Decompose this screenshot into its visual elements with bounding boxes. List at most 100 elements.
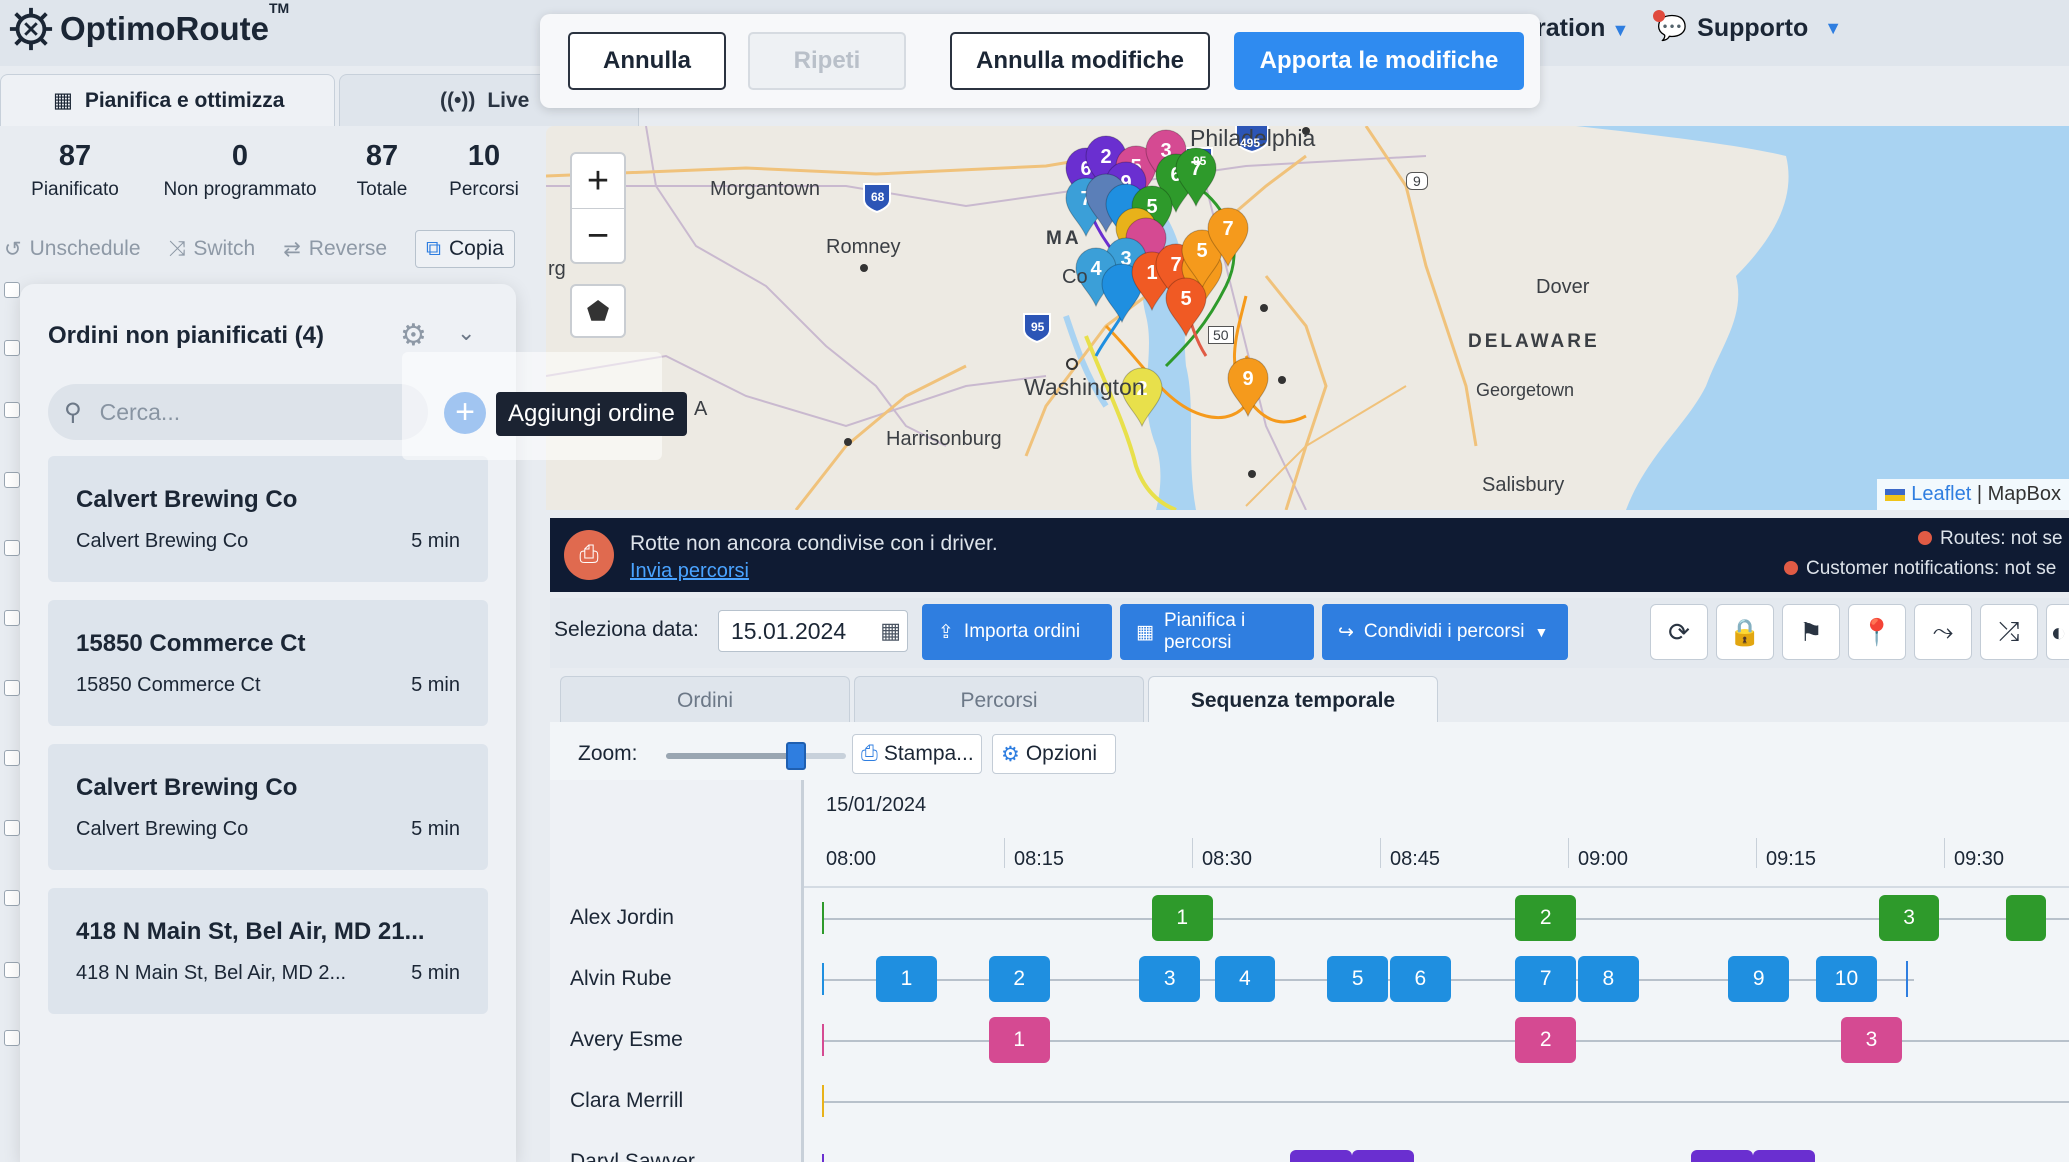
timeline-stop[interactable]: 1 (988, 1017, 1050, 1063)
location-button[interactable]: 📍 (1848, 604, 1906, 660)
route-checkbox[interactable] (4, 540, 20, 556)
route-checkbox[interactable] (4, 1030, 20, 1046)
order-card[interactable]: Calvert Brewing Co Calvert Brewing Co 5 … (48, 744, 488, 870)
timeline-stop[interactable]: 1 (1151, 895, 1213, 941)
timeline-stop[interactable]: 8 (1578, 956, 1639, 1002)
leaflet-link[interactable]: Leaflet (1911, 483, 1972, 505)
map-stop-marker[interactable]: 2 (1121, 367, 1163, 428)
app-logo[interactable]: OptimoRouteTM (8, 0, 289, 52)
split-route-button[interactable]: ⤮ (1980, 604, 2038, 660)
route-checkbox[interactable] (4, 890, 20, 906)
order-card[interactable]: 15850 Commerce Ct 15850 Commerce Ct 5 mi… (48, 600, 488, 726)
route-checkbox[interactable] (4, 680, 20, 696)
menu-administration[interactable]: ration ▼ (1536, 14, 1630, 42)
driver-name[interactable]: Clara Merrill (570, 1089, 684, 1112)
lock-button[interactable]: 🔒 (1716, 604, 1774, 660)
zoom-slider-track[interactable] (666, 753, 846, 759)
tab-plan-optimize[interactable]: ▦ Pianifica e ottimizza (0, 74, 335, 126)
driver-name[interactable]: Avery Esme (570, 1028, 683, 1051)
route-map[interactable]: 6253967753417457529 Philadelphia Morgant… (546, 126, 2069, 510)
discard-changes-button[interactable]: Annulla modifiche (950, 32, 1210, 90)
timeline-stop[interactable]: 4 (1214, 956, 1276, 1002)
redo-button[interactable]: Ripeti (748, 32, 906, 90)
map-stop-marker[interactable]: 7 (1175, 147, 1217, 208)
tab-routes[interactable]: Percorsi (854, 676, 1144, 724)
switch-button[interactable]: ⤨ Switch (168, 237, 256, 260)
order-card[interactable]: 418 N Main St, Bel Air, MD 21... 418 N M… (48, 888, 488, 1014)
route-checkbox[interactable] (4, 472, 20, 488)
copy-button[interactable]: ⧉ Copia (415, 230, 515, 268)
timeline-stop[interactable]: 9 (1728, 956, 1790, 1002)
zoom-in-button[interactable]: + (572, 154, 624, 209)
date-picker[interactable]: 15.01.2024 ▦ (718, 610, 908, 652)
import-orders-button[interactable]: ⇪ Importa ordini (922, 604, 1112, 660)
chevron-down-icon[interactable]: ⌄ (457, 320, 476, 345)
route-checkbox[interactable] (4, 402, 20, 418)
share-routes-button[interactable]: ↪ Condividi i percorsi ▼ (1322, 604, 1568, 660)
timeline-stop[interactable]: 7 (1515, 956, 1576, 1002)
order-card[interactable]: Calvert Brewing Co Calvert Brewing Co 5 … (48, 456, 488, 582)
timeline-stop[interactable] (1690, 1150, 1753, 1162)
map-stop-marker[interactable] (1101, 263, 1143, 324)
timeline-stop[interactable] (1289, 1150, 1352, 1162)
route-checkbox[interactable] (4, 750, 20, 766)
timeline-stop[interactable]: 3 (1841, 1017, 1902, 1063)
timeline-stop[interactable]: 2 (1515, 895, 1576, 941)
globe-button[interactable]: ◐ (2046, 604, 2069, 660)
stat-value: 87 (58, 140, 92, 172)
tab-orders[interactable]: Ordini (560, 676, 850, 724)
route-button[interactable]: ⤳ (1914, 604, 1972, 660)
timeline-stop[interactable]: 3 (1139, 956, 1200, 1002)
driver-name[interactable]: Alvin Rube (570, 967, 672, 990)
svg-text:5: 5 (1146, 196, 1157, 218)
search-input[interactable] (99, 398, 400, 426)
map-stop-marker[interactable]: 5 (1181, 229, 1223, 290)
zoom-out-button[interactable]: − (586, 215, 610, 257)
driver-name[interactable]: Alex Jordin (570, 906, 674, 929)
map-stop-marker[interactable]: 7 (1207, 207, 1249, 268)
marker-button[interactable]: ⚑ (1782, 604, 1840, 660)
map-stop-marker[interactable]: 5 (1165, 277, 1207, 338)
reverse-button[interactable]: ⇄ Reverse (283, 237, 387, 261)
timeline-stop[interactable]: 1 (876, 956, 937, 1002)
draw-polygon-button[interactable]: ⬟ (570, 284, 626, 338)
map-stop-marker[interactable]: 4 (1075, 247, 1117, 308)
undo-button[interactable]: Annulla (568, 32, 726, 90)
refresh-button[interactable]: ⟳ (1650, 604, 1708, 660)
driver-name[interactable]: Daryl Sawyer (570, 1150, 695, 1162)
timeline-stop[interactable] (1753, 1150, 1816, 1162)
route-checkbox[interactable] (4, 282, 20, 298)
tab-timeline[interactable]: Sequenza temporale (1148, 676, 1438, 724)
print-button[interactable]: ⎙ Stampa... (852, 734, 982, 774)
svg-text:3: 3 (1120, 248, 1131, 270)
time-tick (1192, 838, 1193, 868)
route-checkbox[interactable] (4, 820, 20, 836)
gear-icon: ⚙ (1001, 742, 1020, 766)
timeline-stop[interactable]: 2 (988, 956, 1050, 1002)
svg-text:9: 9 (1242, 368, 1253, 390)
unschedule-button[interactable]: ↺ Unschedule (4, 237, 141, 261)
gear-icon[interactable]: ⚙ (400, 319, 427, 352)
timeline-stop[interactable] (2006, 895, 2047, 941)
timeline-stop[interactable]: 6 (1390, 956, 1451, 1002)
options-button[interactable]: ⚙ Opzioni (992, 734, 1116, 774)
route-checkbox[interactable] (4, 610, 20, 626)
timeline-stop[interactable]: 10 (1816, 956, 1877, 1002)
order-address: Calvert Brewing Co (76, 818, 249, 840)
timeline-stop[interactable]: 5 (1327, 956, 1388, 1002)
chevron-down-icon: ▼ (1611, 20, 1630, 40)
driver-route-line (822, 1040, 2069, 1042)
route-checkbox[interactable] (4, 962, 20, 978)
timeline-stop[interactable]: 2 (1515, 1017, 1576, 1063)
timeline-stop[interactable] (1352, 1150, 1415, 1162)
calendar-icon[interactable]: ▦ (880, 618, 901, 643)
plan-routes-button[interactable]: ▦ Pianifica i percorsi (1120, 604, 1314, 660)
route-checkbox[interactable] (4, 340, 20, 356)
stat-label: Pianificato (31, 179, 119, 200)
zoom-slider-handle[interactable] (785, 742, 806, 770)
map-stop-marker[interactable]: 9 (1227, 357, 1269, 418)
apply-changes-button[interactable]: Apporta le modifiche (1234, 32, 1524, 90)
send-routes-link[interactable]: Invia percorsi (630, 560, 749, 582)
timeline-stop[interactable]: 3 (1878, 895, 1940, 941)
menu-support[interactable]: 💬 Supporto ▼ (1653, 10, 1842, 43)
